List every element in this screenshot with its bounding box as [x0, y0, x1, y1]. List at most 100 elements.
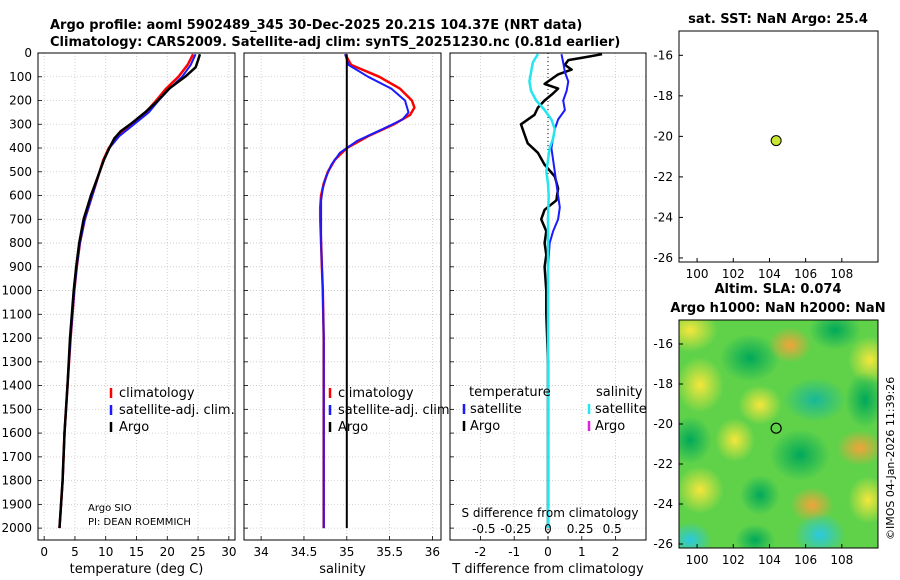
y-tick-label: 1300 [1, 355, 32, 369]
x-tick-label: 100 [686, 267, 709, 281]
x-tick-label: 34 [253, 545, 268, 559]
salinity-satellite-diff-line [528, 53, 557, 529]
header-line-1: Argo profile: aoml 5902489_345 30-Dec-20… [50, 18, 582, 33]
s-tick-label: -0.25 [500, 522, 531, 536]
y-tick-label: 1000 [1, 284, 32, 298]
y-tick-label: -20 [653, 417, 673, 431]
x-tick-label: 34.5 [291, 545, 318, 559]
x-tick-label: 20 [160, 545, 175, 559]
x-tick-label: 0 [544, 545, 552, 559]
x-tick-label: 104 [758, 267, 781, 281]
legend-title: temperature [469, 385, 551, 400]
y-tick-label: 1700 [1, 450, 32, 464]
y-tick-label: 700 [9, 212, 32, 226]
temperature-argo-line [58, 53, 202, 529]
x-tick-label: 106 [794, 267, 817, 281]
y-tick-label: -22 [653, 457, 673, 471]
legend-label: Argo [338, 420, 368, 435]
s-tick-label: 0 [544, 522, 552, 536]
s-tick-label: -0.5 [472, 522, 495, 536]
y-tick-label: 200 [9, 94, 32, 108]
y-tick-label: 100 [9, 70, 32, 84]
y-tick-label: -22 [653, 170, 673, 184]
x-tick-label: 106 [794, 553, 817, 567]
y-tick-label: 400 [9, 141, 32, 155]
temperature-panel: 0100200300400500600700800900100011001200… [1, 46, 236, 577]
x-tick-label: 10 [98, 545, 113, 559]
y-tick-label: 300 [9, 117, 32, 131]
legend-label: Argo [119, 420, 149, 435]
map-area [679, 31, 878, 262]
float-position-marker [770, 422, 782, 434]
legend-label: Argo [595, 419, 625, 434]
legend-title: salinity [596, 385, 643, 400]
copyright-label: ©IMOS 04-Jan-2026 11:39:26 [884, 377, 897, 540]
salinity-satellite-line [320, 53, 410, 529]
y-tick-label: -18 [653, 89, 673, 103]
x-tick-label: 1 [578, 545, 586, 559]
y-tick-label: 1200 [1, 331, 32, 345]
map-frame [678, 319, 879, 549]
credit-institution: Argo SIO [88, 503, 132, 514]
x-tick-label: 15 [129, 545, 144, 559]
y-tick-label: 1900 [1, 497, 32, 511]
y-tick-label: -26 [653, 537, 673, 551]
x-tick-label: 104 [758, 553, 781, 567]
legend-label: climatology [119, 386, 195, 401]
difference-panel: -2 -1 0 1 2 T difference from climatology -0.5… [449, 52, 647, 577]
x-tick-label: 25 [190, 545, 205, 559]
sla-map-panel: Altim. SLA: 0.074 Argo h1000: NaN h2000: … [653, 282, 885, 567]
plot-frame [37, 52, 236, 541]
x-tick-label: -1 [508, 545, 520, 559]
y-tick-label: 1100 [1, 307, 32, 321]
sst-map-panel: sat. SST: NaN Argo: 25.4 100 102 104 106 108 -… [653, 12, 879, 281]
y-tick-label: 1500 [1, 402, 32, 416]
plot-area [244, 53, 441, 540]
x-tick-label: 5 [71, 545, 79, 559]
x-tick-label: 108 [830, 267, 853, 281]
y-tick-label: -18 [653, 377, 673, 391]
y-tick-label: 1600 [1, 426, 32, 440]
y-tick-label: -24 [653, 210, 673, 224]
y-tick-label: -16 [653, 48, 673, 62]
sst-map-title: sat. SST: NaN Argo: 25.4 [688, 12, 868, 27]
temperature-argo-diff-line [519, 52, 603, 529]
y-tick-label: 1800 [1, 474, 32, 488]
s-axis-label: S difference from climatology [462, 506, 639, 520]
header-line-2: Climatology: CARS2009. Satellite-adj cli… [50, 35, 620, 50]
x-tick-label: -2 [474, 545, 486, 559]
y-tick-label: -24 [653, 497, 673, 511]
y-tick-label: -26 [653, 251, 673, 265]
legend-label: Argo [470, 419, 500, 434]
sla-heatmap [679, 320, 878, 548]
x-axis-label: temperature (deg C) [70, 562, 204, 577]
sla-map-title-2: Argo h1000: NaN h2000: NaN [670, 301, 885, 316]
y-tick-label: -16 [653, 337, 673, 351]
x-tick-label: 102 [722, 267, 745, 281]
plot-frame [243, 52, 442, 541]
legend-label: satellite-adj. clim. [338, 403, 454, 418]
legend-label: satellite [595, 402, 647, 417]
salinity-panel: 34 34.5 35 35.5 36 salinity climatology satelli… [243, 52, 454, 577]
s-tick-label: 0.25 [567, 522, 594, 536]
y-tick-label: 900 [9, 260, 32, 274]
y-tick-label: -20 [653, 129, 673, 143]
x-tick-label: 35 [339, 545, 354, 559]
legend-label: satellite [470, 402, 522, 417]
y-tick-label: 500 [9, 165, 32, 179]
y-tick-label: 1400 [1, 379, 32, 393]
x-tick-label: 108 [830, 553, 853, 567]
y-tick-label: 800 [9, 236, 32, 250]
x-tick-label: 0 [40, 545, 48, 559]
x-axis-label: salinity [319, 562, 366, 577]
y-tick-label: 0 [24, 46, 32, 60]
credit-pi: PI: DEAN ROEMMICH [88, 517, 191, 528]
x-tick-label: 102 [722, 553, 745, 567]
x-axis-label: T difference from climatology [451, 562, 644, 577]
y-tick-label: 600 [9, 189, 32, 203]
x-tick-label: 2 [612, 545, 620, 559]
y-tick-label: 2000 [1, 521, 32, 535]
sla-map-title-1: Altim. SLA: 0.074 [715, 282, 842, 297]
float-position-marker [770, 135, 782, 147]
